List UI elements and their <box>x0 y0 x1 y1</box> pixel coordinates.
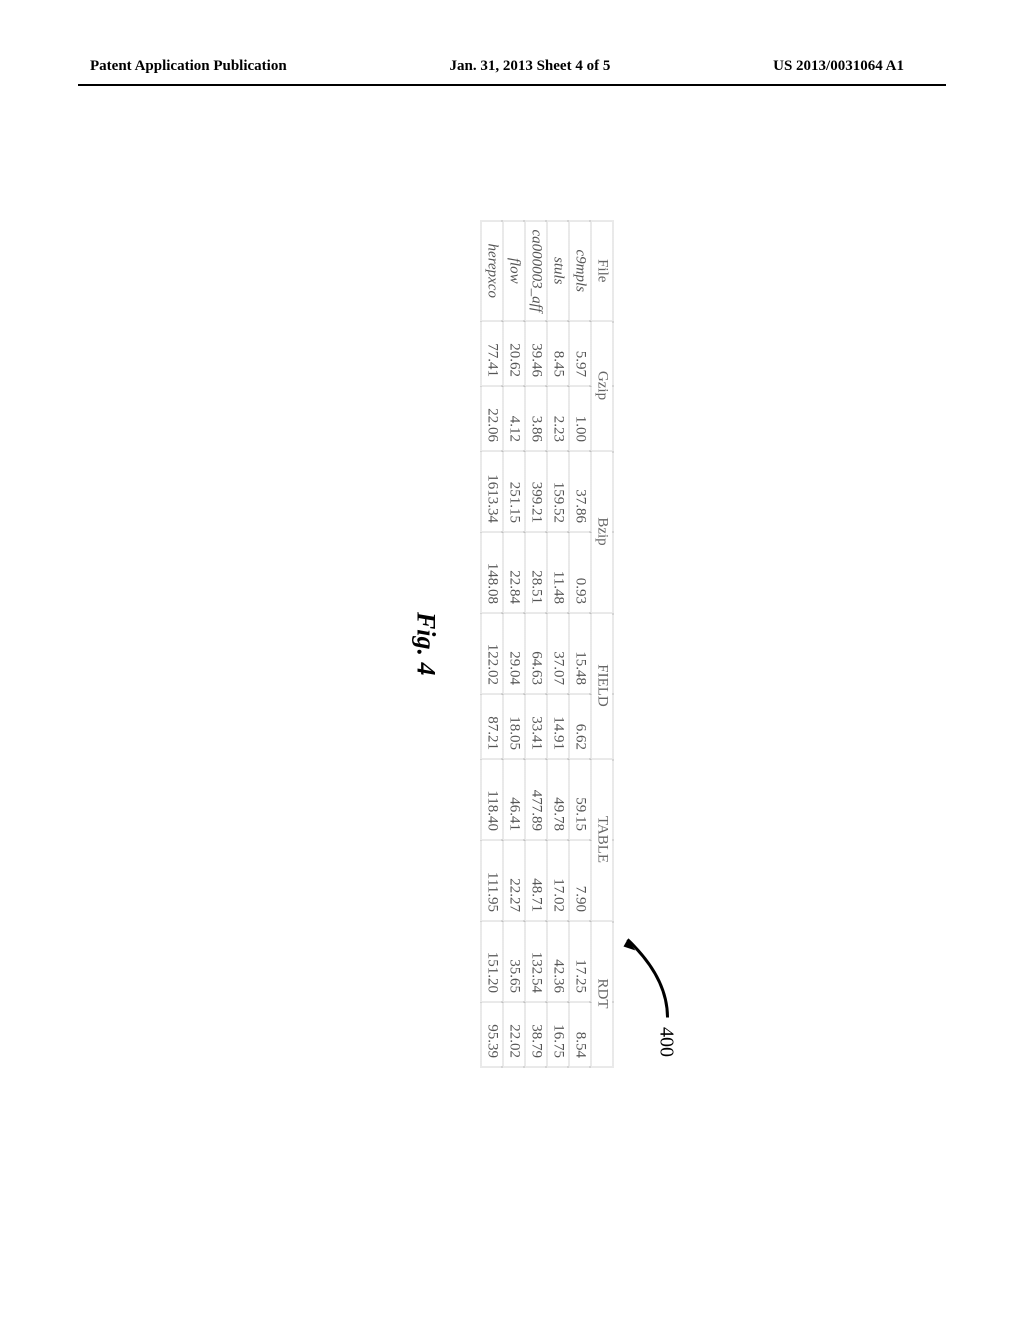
cell: 11.48 <box>547 532 569 613</box>
cell: 17.25 <box>569 921 591 1002</box>
cell: 38.79 <box>525 1002 547 1067</box>
cell: 148.08 <box>481 532 503 613</box>
cell: 2.23 <box>547 386 569 451</box>
cell: 3.86 <box>525 386 547 451</box>
compression-table: File Gzip Bzip FIELD TABLE RDT c9mpls 5.… <box>481 221 614 1068</box>
col-bzip: Bzip <box>591 451 613 613</box>
col-gzip: Gzip <box>591 321 613 451</box>
cell: 77.41 <box>481 321 503 386</box>
cell: 22.27 <box>503 840 525 921</box>
header-left: Patent Application Publication <box>90 58 287 75</box>
cell-file: stuls <box>547 221 569 321</box>
cell: 7.90 <box>569 840 591 921</box>
cell: 8.45 <box>547 321 569 386</box>
cell-file: flow <box>503 221 525 321</box>
figure-caption: Fig. 4 <box>411 221 441 1068</box>
header-right: US 2013/0031064 A1 <box>773 58 904 75</box>
cell: 118.40 <box>481 759 503 840</box>
cell: 122.02 <box>481 613 503 694</box>
cell: 132.54 <box>525 921 547 1002</box>
cell: 399.21 <box>525 451 547 532</box>
cell: 37.07 <box>547 613 569 694</box>
col-field: FIELD <box>591 613 613 759</box>
cell: 22.84 <box>503 532 525 613</box>
cell: 1613.34 <box>481 451 503 532</box>
cell: 87.21 <box>481 694 503 759</box>
cell: 22.02 <box>503 1002 525 1067</box>
cell: 1.00 <box>569 386 591 451</box>
table-row: flow 20.62 4.12 251.15 22.84 29.04 18.05… <box>503 221 525 1067</box>
page-header: Patent Application Publication Jan. 31, … <box>0 58 1024 75</box>
cell: 48.71 <box>525 840 547 921</box>
cell: 59.15 <box>569 759 591 840</box>
cell: 33.41 <box>525 694 547 759</box>
cell: 42.36 <box>547 921 569 1002</box>
cell: 64.63 <box>525 613 547 694</box>
cell: 159.52 <box>547 451 569 532</box>
col-file: File <box>591 221 613 321</box>
cell: 95.39 <box>481 1002 503 1067</box>
cell: 16.75 <box>547 1002 569 1067</box>
cell: 5.97 <box>569 321 591 386</box>
cell: 111.95 <box>481 840 503 921</box>
cell: 22.06 <box>481 386 503 451</box>
cell: 49.78 <box>547 759 569 840</box>
col-table: TABLE <box>591 759 613 921</box>
figure-ref-number: 400 <box>655 1027 678 1057</box>
table-row: ca000003_aff 39.46 3.86 399.21 28.51 64.… <box>525 221 547 1067</box>
figure-4: 400 File Gzip Bzip FIELD TABLE RDT c9mpl… <box>411 221 614 1068</box>
cell: 20.62 <box>503 321 525 386</box>
cell: 46.41 <box>503 759 525 840</box>
header-center: Jan. 31, 2013 Sheet 4 of 5 <box>449 58 610 75</box>
cell: 4.12 <box>503 386 525 451</box>
table-row: c9mpls 5.97 1.00 37.86 0.93 15.48 6.62 5… <box>569 221 591 1067</box>
cell-file: herepxco <box>481 221 503 321</box>
cell-file: c9mpls <box>569 221 591 321</box>
table-body: c9mpls 5.97 1.00 37.86 0.93 15.48 6.62 5… <box>481 221 591 1067</box>
cell: 0.93 <box>569 532 591 613</box>
cell-file: ca000003_aff <box>525 221 547 321</box>
table-header-row: File Gzip Bzip FIELD TABLE RDT <box>591 221 613 1067</box>
cell: 251.15 <box>503 451 525 532</box>
cell: 35.65 <box>503 921 525 1002</box>
cell: 18.05 <box>503 694 525 759</box>
cell: 15.48 <box>569 613 591 694</box>
cell: 17.02 <box>547 840 569 921</box>
header-rule <box>78 84 946 86</box>
cell: 151.20 <box>481 921 503 1002</box>
cell: 39.46 <box>525 321 547 386</box>
cell: 8.54 <box>569 1002 591 1067</box>
table-row: stuls 8.45 2.23 159.52 11.48 37.07 14.91… <box>547 221 569 1067</box>
cell: 29.04 <box>503 613 525 694</box>
cell: 6.62 <box>569 694 591 759</box>
cell: 37.86 <box>569 451 591 532</box>
col-rdt: RDT <box>591 921 613 1067</box>
cell: 14.91 <box>547 694 569 759</box>
table-row: herepxco 77.41 22.06 1613.34 148.08 122.… <box>481 221 503 1067</box>
cell: 477.89 <box>525 759 547 840</box>
leader-arrow-icon <box>616 917 676 1027</box>
cell: 28.51 <box>525 532 547 613</box>
